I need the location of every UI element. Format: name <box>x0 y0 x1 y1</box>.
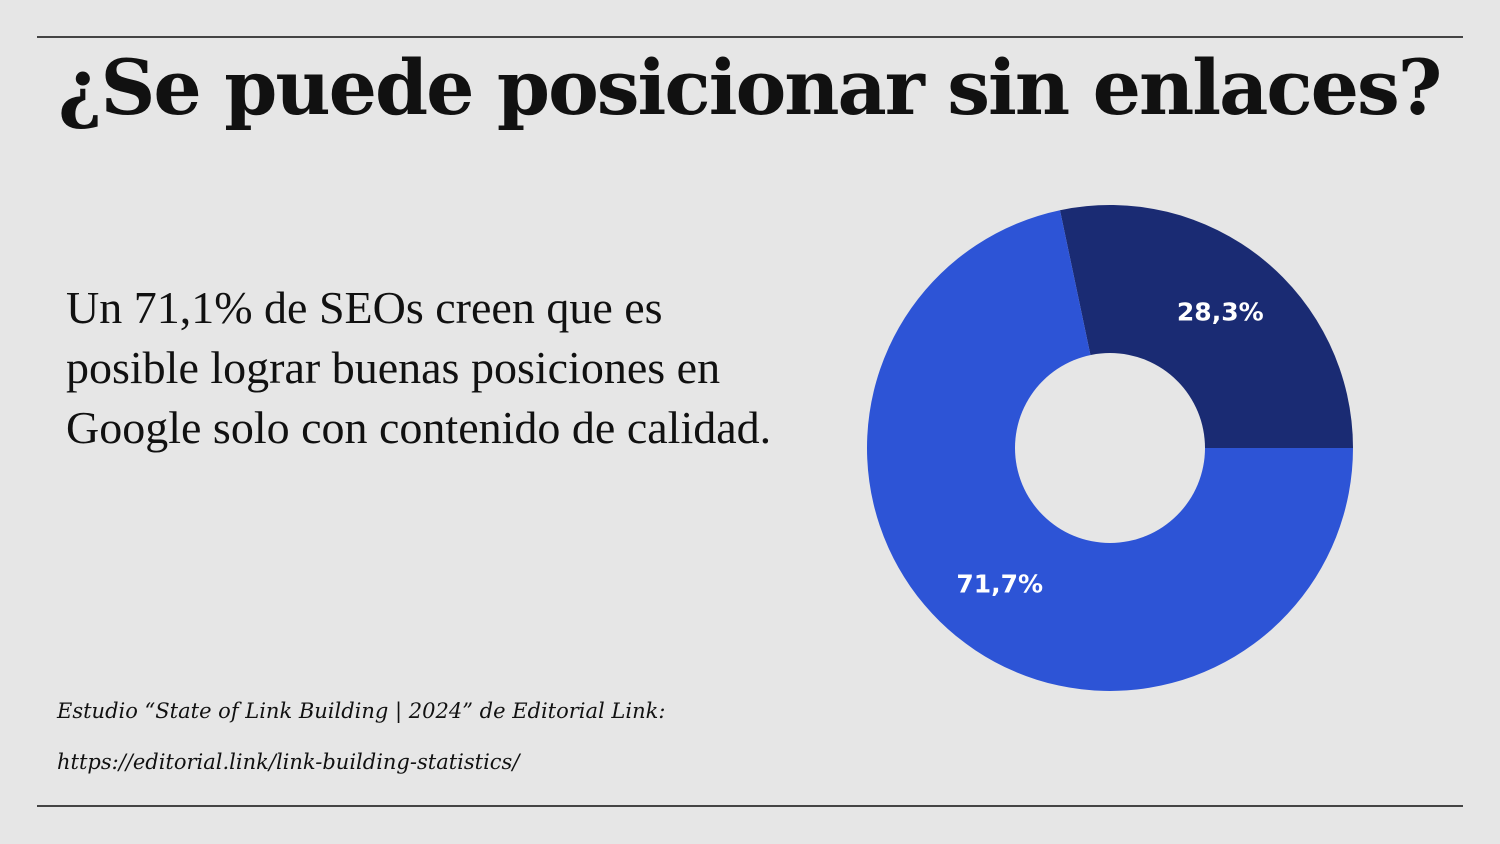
donut-slice-label-2: 71,7% <box>956 569 1043 598</box>
source-url: https://editorial.link/link-building-sta… <box>57 750 520 774</box>
bottom-rule <box>37 805 1463 807</box>
donut-chart: 28,3% 71,7% <box>860 198 1360 698</box>
donut-hole <box>1015 353 1205 543</box>
top-rule <box>37 36 1463 38</box>
donut-slice-label-1: 28,3% <box>1177 298 1264 327</box>
source-citation: Estudio “State of Link Building | 2024” … <box>57 699 666 723</box>
statement-text: Un 71,1% de SEOs creen que es posible lo… <box>66 282 772 453</box>
donut-chart-svg: 28,3% 71,7% <box>866 204 1353 691</box>
page-title: ¿Se puede posicionar sin enlaces? <box>58 43 1442 132</box>
